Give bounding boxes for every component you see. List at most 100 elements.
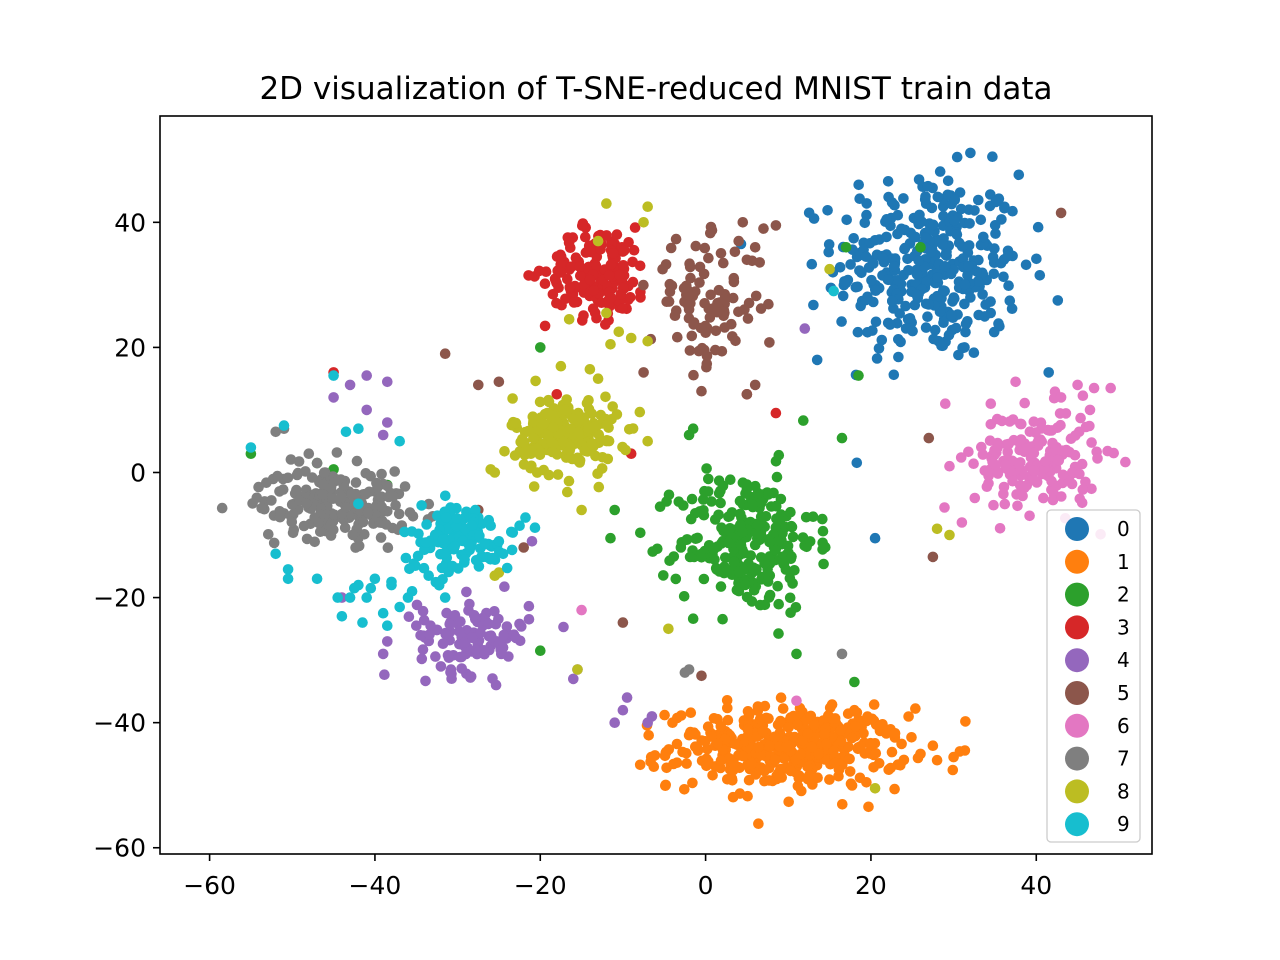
data-point [483,618,494,630]
data-point [868,699,880,710]
data-point [360,489,371,500]
data-point [535,447,546,458]
x-tick-label: −40 [349,871,402,900]
data-point [470,504,481,516]
data-point [340,426,352,438]
data-point [743,774,755,786]
data-point [1017,490,1028,502]
data-point [1055,207,1067,219]
data-point [664,286,676,298]
data-point [618,260,629,271]
data-point [866,274,877,286]
data-point [718,257,729,269]
data-point [701,463,712,474]
data-point [486,631,497,643]
data-point [893,351,904,363]
data-point [713,475,725,487]
series-2 [245,242,926,688]
data-point [817,525,829,537]
data-point [734,508,746,520]
data-point [416,653,428,665]
data-point [387,491,399,502]
data-point [282,573,294,585]
data-point [625,292,636,303]
data-point [1028,465,1040,477]
data-point [479,538,491,549]
data-point [763,592,775,603]
data-point [1084,404,1096,416]
data-point [722,702,733,714]
series-1 [634,692,971,829]
data-point [563,237,575,248]
data-point [1015,434,1027,445]
data-point [668,758,679,770]
data-point [542,407,553,419]
y-tick-label: −60 [93,834,146,863]
data-point [526,536,538,547]
data-point [789,565,800,576]
data-point [473,379,484,391]
data-point [1028,416,1040,428]
data-point [780,564,792,575]
data-point [609,717,620,728]
data-point [543,394,554,406]
data-point [459,637,470,648]
data-point [777,703,789,714]
data-point [663,623,674,635]
data-point [346,488,357,500]
data-point [518,436,529,448]
data-point [647,546,658,557]
data-point [694,261,706,273]
data-point [772,768,784,779]
data-point [261,477,272,489]
data-point [563,314,575,325]
data-point [969,205,980,216]
data-point [895,760,906,771]
data-point [854,265,865,276]
data-point [783,722,794,733]
data-point [629,222,641,233]
data-point [1032,221,1044,233]
data-point [628,244,640,256]
data-point [570,453,581,465]
legend-label: 4 [1117,648,1130,672]
data-point [357,516,369,528]
data-point [868,258,879,269]
series-0 [735,147,1064,544]
data-point [439,348,451,360]
data-point [869,532,881,544]
data-point [937,201,949,212]
data-point [485,464,497,475]
data-point [851,457,863,469]
data-point [750,527,762,539]
data-point [983,465,994,477]
data-point [975,214,987,226]
data-point [806,741,818,753]
data-point [1052,295,1064,306]
data-point [754,599,766,611]
data-point [711,306,723,318]
data-point [449,610,461,621]
data-point [447,560,458,572]
data-point [829,757,841,769]
data-point [670,573,682,585]
data-point [540,266,552,278]
data-point [1014,459,1025,471]
data-point [730,335,741,347]
data-point [601,307,612,319]
data-point [439,592,451,603]
data-point [493,376,505,388]
data-point [591,312,602,324]
data-point [1056,491,1067,502]
data-point [899,243,910,255]
data-point [1086,483,1097,495]
data-point [1105,382,1116,394]
data-point [400,552,412,564]
data-point [803,770,815,781]
data-point [990,228,1001,239]
data-point [703,252,714,264]
data-point [625,332,637,344]
data-point [634,260,646,272]
data-point [661,496,672,507]
data-point [710,562,722,574]
